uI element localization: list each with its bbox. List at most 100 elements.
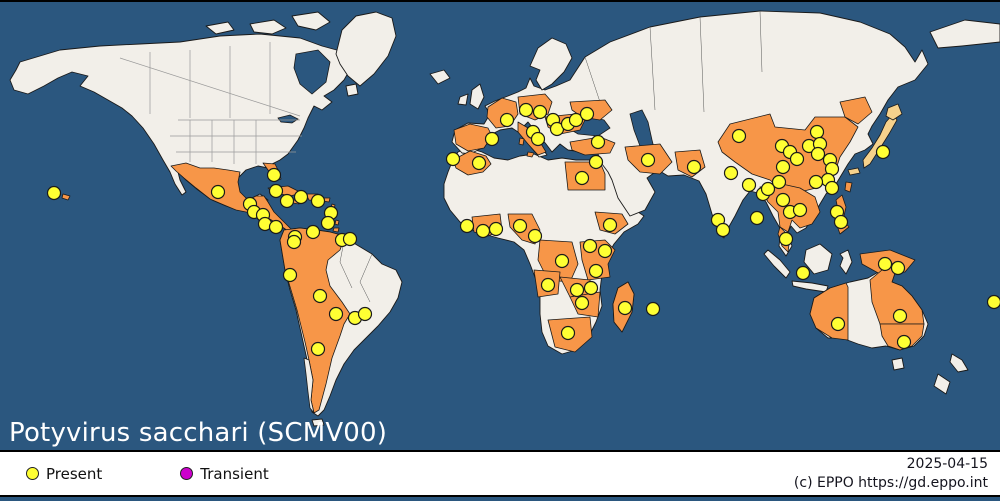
occurrence-point[interactable] [723, 165, 739, 181]
land-iceland [429, 69, 451, 85]
occurrence-point[interactable] [293, 189, 309, 205]
occurrence-point[interactable] [824, 180, 840, 196]
occurrence-point[interactable] [715, 222, 731, 238]
map-title: Potyvirus sacchari (SCMV00) [9, 418, 388, 448]
occurrence-point[interactable] [527, 228, 543, 244]
occurrence-point[interactable] [574, 295, 590, 311]
occurrence-point[interactable] [266, 167, 282, 183]
occurrence-point[interactable] [512, 218, 528, 234]
great-lakes [277, 114, 299, 124]
region-hawaii [61, 193, 71, 201]
occurrence-point[interactable] [210, 184, 226, 200]
land-greenland [335, 11, 397, 87]
occurrence-point[interactable] [778, 231, 794, 247]
occurrence-point[interactable] [540, 277, 556, 293]
occurrence-point[interactable] [795, 265, 811, 281]
occurrence-point[interactable] [279, 193, 295, 209]
occurrence-point[interactable] [518, 102, 534, 118]
occurrence-point[interactable] [597, 243, 613, 259]
occurrence-point[interactable] [775, 192, 791, 208]
state-borders [119, 42, 302, 164]
occurrence-point[interactable] [282, 267, 298, 283]
occurrence-point[interactable] [749, 210, 765, 226]
occurrence-point[interactable] [833, 214, 849, 230]
occurrence-point[interactable] [560, 325, 576, 341]
land-sulawesi [839, 249, 853, 275]
occurrence-point[interactable] [588, 263, 604, 279]
occurrence-point[interactable] [640, 152, 656, 168]
occurrence-point[interactable] [342, 231, 358, 247]
land-newfoundland [345, 83, 359, 97]
occurrence-point[interactable] [986, 294, 1000, 310]
copyright-link[interactable]: (c) EPPO https://gd.eppo.int [793, 474, 988, 491]
occurrence-point[interactable] [760, 181, 776, 197]
occurrence-point[interactable] [268, 219, 284, 235]
occurrence-point[interactable] [617, 300, 633, 316]
occurrence-point[interactable] [892, 308, 908, 324]
land-sumatra [763, 249, 791, 279]
occurrence-point[interactable] [809, 124, 825, 140]
transient-point-icon [180, 467, 194, 480]
occurrence-point[interactable] [305, 224, 321, 240]
land-scandinavia [529, 37, 573, 91]
occurrence-point[interactable] [582, 238, 598, 254]
occurrence-point[interactable] [532, 104, 548, 120]
occurrence-point[interactable] [896, 334, 912, 350]
occurrence-point[interactable] [328, 306, 344, 322]
occurrence-point[interactable] [475, 223, 491, 239]
occurrence-point[interactable] [588, 154, 604, 170]
occurrence-point[interactable] [731, 128, 747, 144]
land-britain [469, 83, 485, 110]
land-new-zealand-south [933, 373, 951, 395]
occurrence-point[interactable] [830, 316, 846, 332]
land-tasmania [891, 357, 905, 371]
occurrence-point[interactable] [488, 221, 504, 237]
occurrence-point[interactable] [310, 341, 326, 357]
occurrence-point[interactable] [789, 151, 805, 167]
occurrence-point[interactable] [46, 185, 62, 201]
occurrence-point[interactable] [771, 174, 787, 190]
occurrence-point[interactable] [810, 146, 826, 162]
hudson-bay [293, 49, 331, 95]
occurrence-point[interactable] [312, 288, 328, 304]
occurrence-point[interactable] [877, 256, 893, 272]
occurrence-point[interactable] [554, 253, 570, 269]
occurrence-point[interactable] [445, 151, 461, 167]
occurrence-point[interactable] [459, 218, 475, 234]
occurrence-point[interactable] [686, 159, 702, 175]
occurrence-point[interactable] [792, 202, 808, 218]
occurrence-point[interactable] [568, 112, 584, 128]
occurrence-point[interactable] [645, 301, 661, 317]
occurrence-point[interactable] [579, 106, 595, 122]
land-tierra-del-fuego [311, 418, 325, 427]
occurrence-point[interactable] [574, 170, 590, 186]
occurrence-point[interactable] [808, 174, 824, 190]
occurrence-point[interactable] [569, 282, 585, 298]
country-borders-hint [339, 10, 763, 303]
occurrence-point[interactable] [741, 177, 757, 193]
bottom-strip [0, 497, 1000, 501]
present-label: Present [46, 464, 103, 483]
footer-meta: 2025-04-15 (c) EPPO https://gd.eppo.int [794, 455, 988, 491]
occurrence-point[interactable] [310, 193, 326, 209]
occurrence-point[interactable] [530, 131, 546, 147]
occurrence-point[interactable] [499, 112, 515, 128]
occurrence-point[interactable] [890, 260, 906, 276]
occurrence-point[interactable] [590, 134, 606, 150]
occurrence-point[interactable] [471, 155, 487, 171]
occurrence-point[interactable] [268, 183, 284, 199]
occurrence-point[interactable] [357, 306, 373, 322]
occurrence-point[interactable] [320, 215, 336, 231]
legend-item-transient: Transient [180, 465, 269, 483]
present-points-layer [46, 102, 1000, 357]
occurrence-point[interactable] [583, 280, 599, 296]
occurrence-point[interactable] [602, 217, 618, 233]
occurrence-point[interactable] [875, 144, 891, 160]
land-chukotka [929, 19, 1000, 49]
world-map-area: Potyvirus sacchari (SCMV00) [0, 2, 1000, 450]
occurrence-point[interactable] [484, 131, 500, 147]
occurrence-point[interactable] [775, 159, 791, 175]
legend-bar: Present Transient 2025-04-15 (c) EPPO ht… [0, 450, 1000, 497]
region-northeast-china [839, 96, 873, 125]
occurrence-point[interactable] [286, 234, 302, 250]
